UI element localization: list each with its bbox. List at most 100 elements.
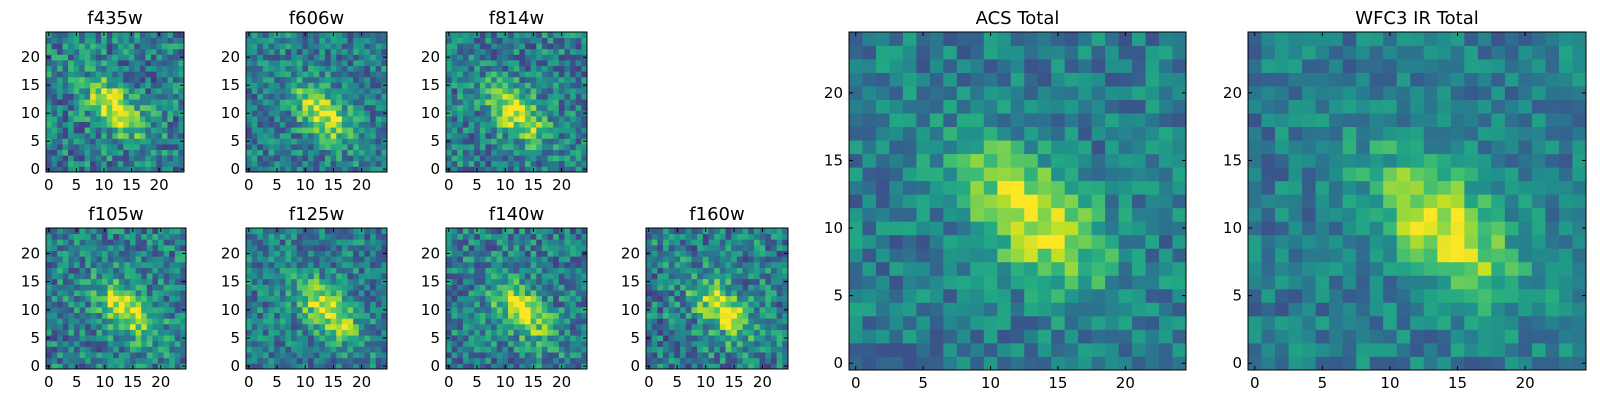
x-tick-label: 15 [524,176,543,194]
heatmap-cell [262,295,269,302]
heatmap-cell [736,329,743,336]
heatmap-cell [279,357,286,364]
heatmap-cell [364,43,371,50]
heatmap-cell [508,267,515,274]
heatmap-cell [496,149,503,156]
heatmap-cell [491,138,498,145]
heatmap-cell [375,71,382,78]
heatmap-cell [90,290,97,297]
heatmap-cell [95,82,102,89]
heatmap-cell [719,261,726,268]
heatmap-cell [530,340,537,347]
heatmap-cell [524,250,531,257]
heatmap-cell [308,32,315,38]
heatmap-cell [742,323,749,330]
heatmap-cell [96,290,103,297]
heatmap-cell [485,363,492,370]
heatmap-cell [330,273,337,280]
heatmap-cell [123,43,130,50]
heatmap-cell [508,278,515,285]
heatmap-cell [668,284,675,291]
heatmap-cell [564,82,571,89]
heatmap-cell [163,306,170,313]
heatmap-cell [719,352,726,359]
heatmap-cell [274,340,281,347]
heatmap-cell [145,82,152,89]
y-tick-label: 10 [221,301,240,319]
heatmap-cell [731,346,738,353]
heatmap-cell [451,284,458,291]
heatmap-cell [553,43,560,50]
heatmap-cell [748,363,755,370]
heatmap-cell [268,278,275,285]
heatmap-cell [570,228,577,235]
heatmap-cell [46,160,52,167]
heatmap-cell [135,323,142,330]
heatmap-cell [956,221,971,236]
heatmap-cell [889,275,904,290]
heatmap-cell [668,256,675,263]
heatmap-cell [697,323,704,330]
heatmap-cell [770,329,778,336]
heatmap-cell [485,352,492,359]
heatmap-cell [663,318,670,325]
heatmap-cell [530,295,537,302]
heatmap-cell [519,54,526,61]
heatmap-cell [553,71,560,78]
heatmap-cell [708,284,715,291]
panel-title: f105w [88,204,143,225]
heatmap-cell [251,93,258,100]
heatmap-cell [85,228,92,235]
heatmap-cell [849,153,863,168]
heatmap-cell [341,301,348,308]
heatmap-cell [468,256,475,263]
heatmap-cell [130,233,136,240]
heatmap-cell [262,71,269,78]
heatmap-cell [479,132,486,139]
heatmap-cell [51,228,58,235]
heatmap-cell [943,329,958,344]
heatmap-cell [150,88,157,94]
heatmap-cell [657,278,664,285]
heatmap-cell [1118,315,1133,330]
heatmap-cell [113,261,120,268]
heatmap-cell [575,363,582,370]
heatmap-cell [172,32,179,38]
heatmap-cell [180,323,187,330]
heatmap-cell [725,323,732,330]
heatmap-cell [90,239,97,246]
heatmap-cell [68,363,75,370]
heatmap-cell [714,346,721,353]
heatmap-cell [268,284,275,291]
heatmap-cell [262,127,269,134]
heatmap-cell [118,228,125,235]
heatmap-cell [174,278,181,285]
heatmap-cell [123,76,130,83]
heatmap-cell [929,194,944,209]
heatmap-cell [849,194,863,209]
heatmap-cell [145,160,152,167]
heatmap-cell [364,357,371,364]
heatmap-cell [180,233,187,240]
heatmap-cell [51,267,58,274]
heatmap-cell [508,65,515,72]
heatmap-cell [502,301,509,308]
heatmap-cell [364,54,371,61]
heatmap-cell [468,233,475,240]
heatmap-cell [530,132,537,139]
heatmap-cell [674,273,681,280]
heatmap-cell [1105,234,1119,249]
heatmap-cell [446,104,453,111]
heatmap-cell [68,284,75,291]
heatmap-cell [324,76,331,83]
heatmap-cell [530,352,537,359]
heatmap-cell [134,127,141,134]
heatmap-cell [57,48,63,55]
heatmap-cell [491,32,498,38]
heatmap-cell [141,267,148,274]
heatmap-cell [375,82,382,89]
heatmap-cell [485,335,492,342]
heatmap-cell [581,37,588,44]
heatmap-cell [668,233,675,240]
heatmap-cell [113,323,120,330]
